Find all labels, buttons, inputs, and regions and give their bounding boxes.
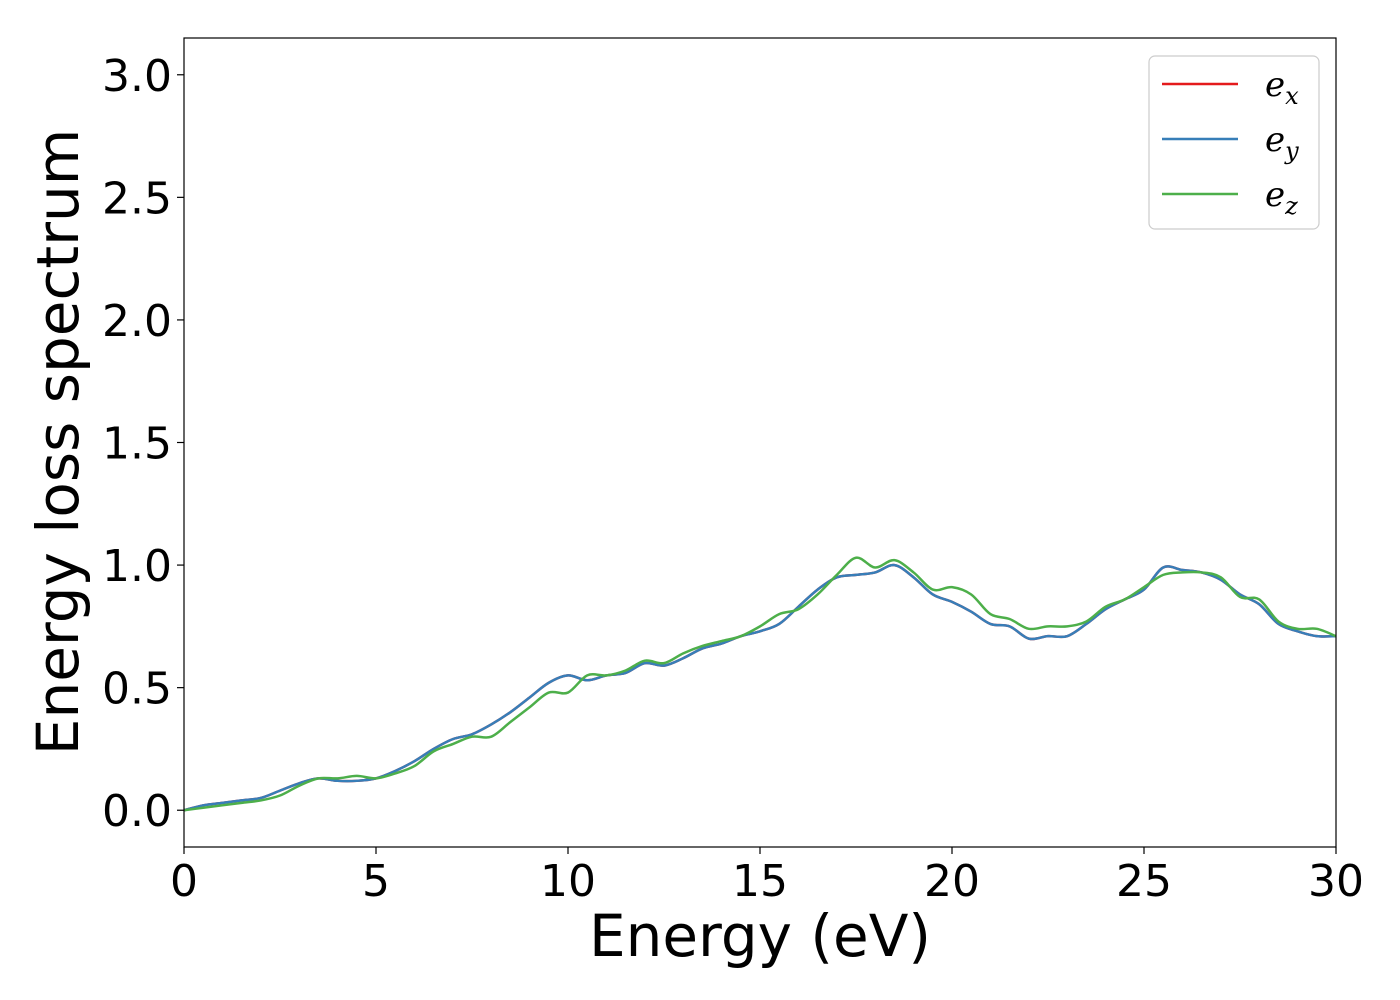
x-tick-label: 10 (540, 856, 596, 907)
x-tick-label: 25 (1116, 856, 1172, 907)
series-line-ey (183, 563, 1337, 812)
y-axis-label: Energy loss spectrum (24, 129, 92, 755)
y-tick-label: 2.0 (102, 296, 172, 347)
legend-label-ez: ez (1265, 175, 1298, 220)
legend-label-ex: ex (1265, 65, 1299, 110)
y-tick-label: 0.5 (102, 664, 172, 715)
x-tick-label: 20 (924, 856, 980, 907)
y-tick-label: 0.0 (102, 786, 172, 837)
y-tick-label: 1.0 (102, 541, 172, 592)
y-tick-label: 2.5 (102, 173, 172, 224)
y-tick-label: 3.0 (102, 51, 172, 102)
series-line-ex (183, 563, 1337, 812)
legend-label-ey: ey (1265, 120, 1299, 165)
x-axis-ticks: 0 5 10 15 20 25 30 (170, 847, 1364, 907)
x-axis-label: Energy (eV) (589, 902, 931, 970)
legend-box (1148, 55, 1320, 230)
x-tick-label: 15 (732, 856, 788, 907)
x-tick-label: 30 (1308, 856, 1364, 907)
y-axis-ticks: 0.0 0.5 1.0 1.5 2.0 2.5 3.0 (102, 51, 184, 837)
plot-lines (183, 556, 1337, 812)
x-tick-label: 0 (170, 856, 198, 907)
legend: ex ey ez (1148, 55, 1320, 230)
x-tick-label: 5 (362, 856, 390, 907)
y-tick-label: 1.5 (102, 419, 172, 470)
series-line-ez (183, 556, 1337, 812)
